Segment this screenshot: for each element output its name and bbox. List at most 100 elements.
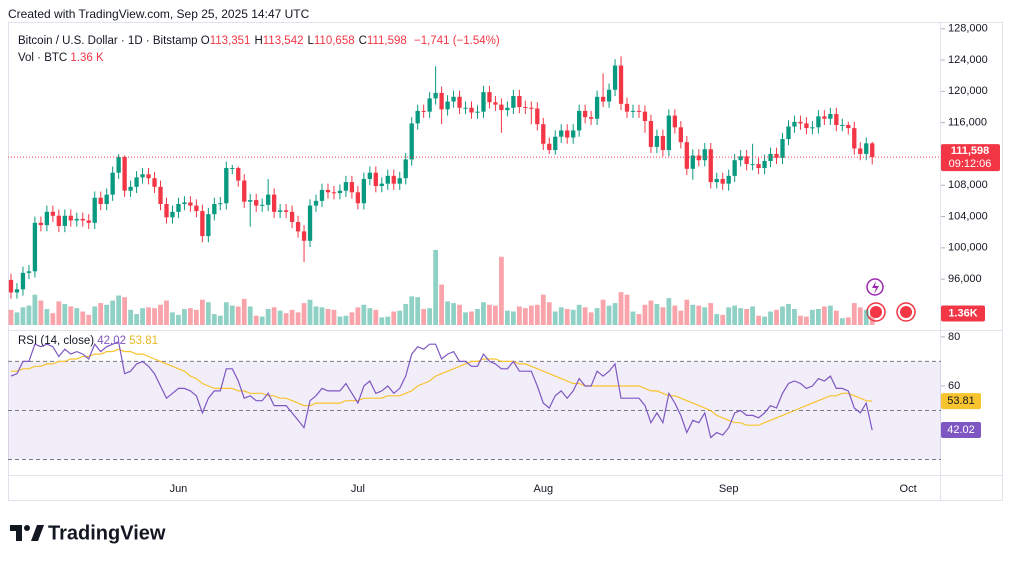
volume-bar [451,303,456,325]
candle-body [56,215,61,226]
volume-bar [648,300,654,325]
volume-bar [774,309,779,325]
chart-frame [8,22,1003,501]
volume-bar [433,250,439,325]
candle-body [295,222,301,232]
volume-bar [337,316,343,325]
candle-body [571,130,576,138]
volume-bar [110,300,116,325]
volume-bar [403,303,409,325]
candle-body [367,172,372,179]
candle-body [409,123,414,160]
candle-body [744,156,749,165]
volume-bar [493,305,498,325]
volume-bar [588,312,594,325]
candle-body [529,107,534,109]
volume-bar [869,313,875,325]
candle-body [38,222,44,226]
volume-bar [116,295,122,325]
candle-body [822,116,827,119]
candle-body [200,211,205,237]
volume-bar [211,314,217,325]
ohlc-key: C [358,35,367,47]
candle-body [224,168,229,204]
volume-bar [98,303,104,325]
candle-body [792,121,797,127]
candle-body [594,96,600,119]
volume-bar [558,307,564,325]
volume-bar [678,310,684,325]
candle-body [313,200,319,206]
candle-body [559,130,564,137]
volume-bar [528,305,534,325]
candle-body [134,177,139,187]
candle-body [242,180,247,202]
rsi-value: 42.02 [97,335,127,347]
logo [10,525,44,541]
candle-body [618,65,624,104]
volume-title: Vol · BTC [18,52,68,64]
volume-bar [20,307,26,325]
volume-bar [277,310,283,325]
y-tick-label: 100,000 [948,242,988,254]
volume-bar [564,308,570,325]
volume-bar [247,306,253,325]
candle-body [331,192,337,194]
candle-body [122,157,127,191]
candle-body [283,210,289,212]
candle-body [92,197,97,223]
volume-bar [223,302,229,325]
volume-bar [469,311,474,325]
candle-body [164,204,169,218]
volume-bar [624,294,630,325]
candle-body [32,222,38,272]
volume-bar [463,312,468,325]
y-tick-label: 108,000 [948,179,988,191]
volume-bar [427,308,433,325]
candle-body [541,124,546,144]
candle-body [463,107,468,109]
volume-bar [253,315,259,325]
volume-bar [522,308,528,325]
volume-bar [833,310,839,325]
candle-body [301,231,307,241]
candle-body [672,115,678,128]
candle-body [804,123,809,129]
candle-body [487,92,492,103]
candle-body [493,102,498,105]
volume-bar [684,299,690,325]
rsi-legend: RSI (14, close) 42.02 53.81 [18,335,158,347]
candle-body [810,127,815,129]
candle-body [325,189,331,193]
candle-body [606,89,612,102]
rsi-ma-line [11,348,873,426]
rsi-line [10,340,873,439]
volume-bar [475,308,480,325]
candle-body [577,110,582,131]
rsi-ma-value: 53.81 [129,335,159,347]
volume-bar [164,300,169,325]
volume-bar [762,316,767,325]
volume-bar [349,312,355,325]
candle-body [684,142,689,169]
volume-bar [552,311,558,325]
volume-bar [839,318,845,325]
y-tick-label: 96,000 [948,273,982,285]
candle-body [708,149,713,183]
candle-body [439,92,444,110]
volume-bar [827,305,833,325]
candle-body [80,218,85,221]
x-tick-label: Jun [170,483,188,495]
volume-bar [14,312,20,325]
volume-bar [140,308,145,325]
candle-body [517,96,522,107]
candle-body [720,178,725,184]
candle-body [870,143,875,158]
volume-bar [636,314,642,325]
volume-bar [283,313,289,325]
volume-bar [857,307,863,325]
rsi-tag-label: 53.81 [947,395,975,407]
candle-body [230,168,235,170]
candle-body [206,214,211,237]
candle-body [307,205,313,241]
